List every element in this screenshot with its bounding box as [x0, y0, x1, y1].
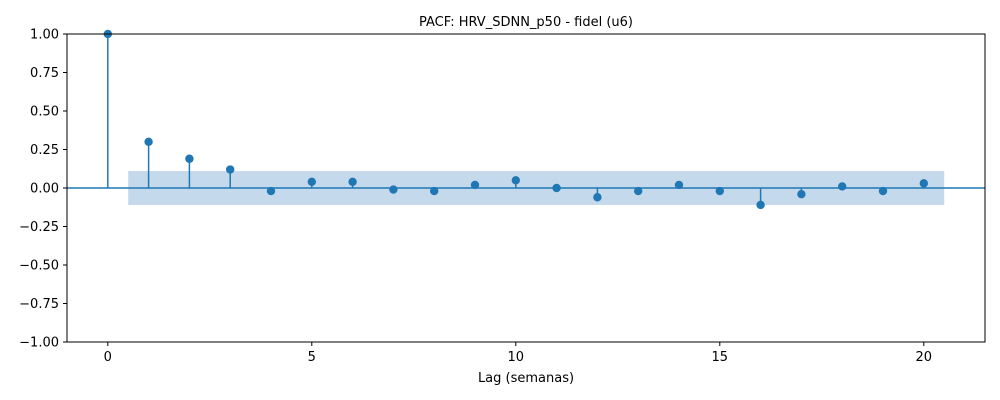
y-tick-label: −0.75 [19, 297, 59, 312]
x-tick-label: 5 [308, 350, 316, 365]
y-tick-label: 0.75 [30, 66, 59, 81]
stem-marker-lag-16 [756, 200, 765, 210]
y-tick-label: 1.00 [30, 28, 59, 43]
stem-marker-lag-2 [185, 154, 194, 163]
stem-marker-lag-19 [878, 186, 888, 196]
stem-marker-lag-6 [348, 177, 357, 187]
x-tick-label: 10 [508, 350, 525, 365]
stem-marker-lag-5 [307, 177, 316, 187]
y-tick-label: −0.25 [19, 220, 59, 235]
chart-title: PACF: HRV_SDNN_p50 - fidel (u6) [419, 15, 633, 30]
stem-marker-lag-10 [511, 176, 520, 185]
x-tick-label: 15 [712, 350, 729, 365]
axis-layer: 1.00 0.75 0.50 0.25 0.00 −0.25 −0.50 −0.75 −1.00… [19, 28, 986, 365]
stem-marker-lag-12 [593, 193, 602, 202]
stem-marker-lag-18 [838, 182, 847, 191]
stem-marker-lag-1 [144, 137, 153, 146]
y-tick-label: −1.00 [19, 336, 59, 351]
stem-marker-lag-11 [552, 183, 561, 193]
stem-marker-lag-8 [430, 186, 439, 196]
x-axis-label: Lag (semanas) [478, 371, 574, 386]
stem-marker-lag-15 [715, 186, 724, 196]
stem-marker-lag-4 [266, 186, 276, 196]
stem-marker-lag-14 [674, 180, 684, 190]
y-tick-label: 0.00 [30, 182, 59, 197]
y-tick-label: 0.25 [30, 143, 59, 158]
x-tick-label: 0 [104, 350, 112, 365]
x-tick-label: 20 [916, 350, 933, 365]
stem-marker-lag-3 [226, 165, 235, 174]
y-tick-label: −0.50 [19, 259, 59, 274]
y-tick-label: 0.50 [30, 105, 59, 120]
stem-marker-lag-7 [389, 185, 398, 194]
stem-marker-lag-20 [919, 179, 928, 188]
stem-marker-lag-13 [634, 186, 643, 196]
stem-marker-lag-9 [470, 180, 480, 190]
stem-marker-lag-17 [797, 189, 806, 199]
